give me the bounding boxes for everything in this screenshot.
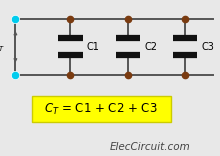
Text: $C_T$: $C_T$ (0, 40, 6, 54)
Text: C2: C2 (144, 42, 157, 52)
FancyBboxPatch shape (32, 96, 170, 122)
Text: ElecCircuit.com: ElecCircuit.com (109, 142, 190, 152)
Text: C1: C1 (87, 42, 100, 52)
Text: C3: C3 (201, 42, 214, 52)
Text: $C_T$ = C1 + C2 + C3: $C_T$ = C1 + C2 + C3 (44, 102, 158, 117)
